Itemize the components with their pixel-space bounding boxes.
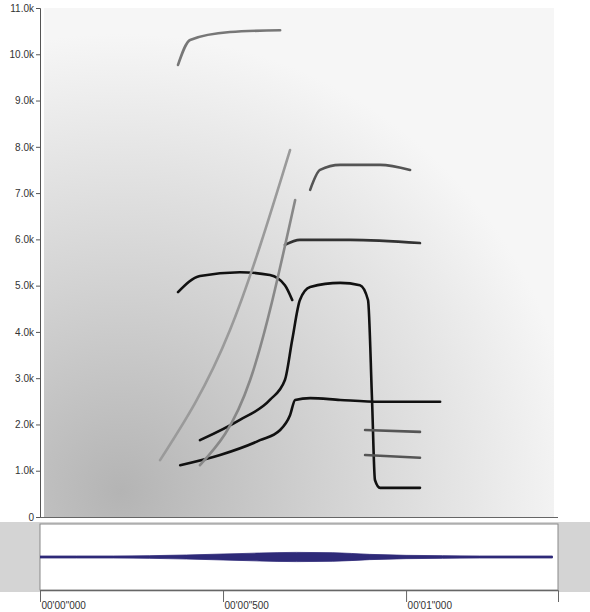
y-tick: 7.0k (15, 188, 40, 199)
y-tick-label: 8.0k (15, 142, 35, 153)
x-tick: 00'00"000 (41, 590, 87, 611)
x-tick: 00'00"500 (224, 590, 270, 611)
y-axis: 0 1.0k 2.0k 3.0k 4.0k 5.0k 6.0k 7.0k 8.0k 9.0k 10.… (10, 3, 41, 523)
y-tick: 5.0k (15, 280, 40, 291)
x-tick: 00'01"000 (407, 590, 453, 611)
y-tick-label: 0 (28, 512, 34, 523)
y-tick-mark (36, 471, 40, 472)
y-tick-mark (36, 147, 40, 148)
x-tick-label: 00'00"500 (225, 600, 270, 611)
y-tick-mark (36, 424, 40, 425)
spectral-trace (285, 240, 420, 245)
y-tick-mark (36, 378, 40, 379)
spectral-trace (200, 283, 420, 488)
y-tick: 10.0k (10, 49, 40, 60)
y-tick: 3.0k (15, 373, 40, 384)
chart-root: 0 1.0k 2.0k 3.0k 4.0k 5.0k 6.0k 7.0k 8.0k 9.0k 10.… (0, 0, 590, 612)
y-tick-label: 6.0k (15, 234, 35, 245)
x-axis: 00'00"000 00'00"500 00'01"000 (41, 590, 559, 611)
y-tick-label: 10.0k (10, 49, 35, 60)
y-tick-label: 1.0k (15, 465, 35, 476)
spectral-trace (160, 150, 290, 460)
y-tick-mark (36, 101, 40, 102)
y-tick-label: 4.0k (15, 327, 35, 338)
y-tick: 0 (28, 512, 40, 523)
panel-background (0, 522, 590, 592)
y-tick: 2.0k (15, 419, 40, 430)
y-tick-mark (36, 54, 40, 55)
plot-background (44, 8, 554, 517)
y-tick-label: 7.0k (15, 188, 35, 199)
y-tick: 6.0k (15, 234, 40, 245)
y-tick: 9.0k (15, 95, 40, 106)
x-tick-label: 00'00"000 (42, 600, 87, 611)
spectral-trace (178, 30, 280, 65)
spectral-trace (365, 455, 420, 458)
y-tick: 11.0k (10, 3, 40, 14)
x-axis-line (40, 517, 558, 518)
spectral-trace (310, 165, 410, 190)
plot-marks (160, 30, 440, 488)
x-tick-label: 00'01"000 (408, 600, 453, 611)
y-tick-mark (36, 193, 40, 194)
y-tick-mark (36, 517, 40, 518)
y-tick-mark (36, 332, 40, 333)
y-tick: 8.0k (15, 142, 40, 153)
y-axis-line (36, 9, 41, 518)
y-tick-mark (36, 286, 40, 287)
y-tick: 1.0k (15, 465, 40, 476)
y-tick-mark (36, 8, 40, 9)
y-tick-label: 11.0k (10, 3, 35, 14)
y-tick: 4.0k (15, 327, 40, 338)
spectral-trace (365, 430, 420, 432)
x-axis-line (41, 591, 559, 603)
chart-svg: 0 1.0k 2.0k 3.0k 4.0k 5.0k 6.0k 7.0k 8.0k 9.0k 10.… (0, 0, 590, 612)
plot-marks (40, 552, 553, 561)
y-tick-label: 5.0k (15, 280, 35, 291)
waveform (40, 552, 553, 561)
y-tick-label: 2.0k (15, 419, 35, 430)
spectral-trace (200, 200, 295, 465)
y-tick-label: 9.0k (15, 95, 35, 106)
plot-background (40, 524, 558, 590)
y-tick-mark (36, 239, 40, 240)
y-tick-label: 3.0k (15, 373, 35, 384)
